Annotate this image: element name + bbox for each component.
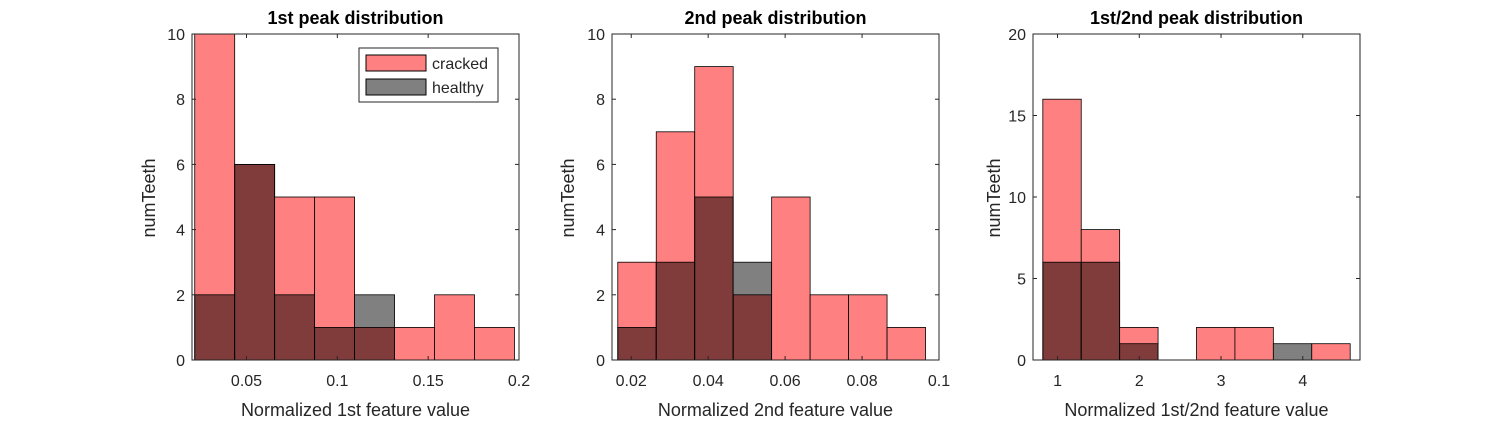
y-tick-label: 5 <box>1017 272 1026 289</box>
panel-ratio: 1st/2nd peak distribution 1 2 3 4 0 5 10 15 20 N… <box>984 8 1361 420</box>
y-tick-label: 8 <box>176 92 185 109</box>
bar-overlap <box>234 164 275 360</box>
x-tick-label: 0.05 <box>231 373 262 390</box>
x-axis-label: Normalized 1st/2nd feature value <box>1064 400 1328 420</box>
bar-cracked <box>810 294 849 360</box>
bar-healthy <box>733 262 772 295</box>
chart-title: 2nd peak distribution <box>684 8 866 28</box>
x-tick-label: 2 <box>1135 373 1144 390</box>
legend: cracked healthy <box>358 47 499 103</box>
bar-cracked <box>887 327 926 360</box>
legend-swatch-cracked <box>365 54 427 72</box>
bar-cracked <box>656 131 695 263</box>
x-tick-label: 0.06 <box>770 373 801 390</box>
bar-overlap <box>314 327 355 360</box>
y-tick-label: 4 <box>176 223 185 240</box>
y-tick-label: 2 <box>596 288 605 305</box>
bar-cracked <box>848 294 888 360</box>
bar-cracked <box>1081 229 1120 263</box>
bar-healthy <box>354 294 395 328</box>
x-tick-label: 1 <box>1053 373 1062 390</box>
bar-overlap <box>656 262 695 360</box>
bar-cracked <box>771 197 811 360</box>
x-tick-label: 0.04 <box>693 373 724 390</box>
axes-frame <box>1032 33 1361 361</box>
bar-overlap <box>733 294 772 360</box>
y-tick-label: 15 <box>1008 109 1026 126</box>
bar-overlap <box>694 197 734 360</box>
y-tick-label: 4 <box>596 223 605 240</box>
panel-1st-peak: 1st peak distribution 0.05 0.1 0.15 0.2 0 2 4 6… <box>139 8 530 420</box>
bar-cracked <box>474 327 515 360</box>
bar-cracked <box>1196 327 1235 360</box>
bar-overlap <box>194 294 235 360</box>
y-tick-label: 10 <box>1008 190 1026 207</box>
bar-cracked <box>194 34 235 295</box>
bar-cracked <box>617 262 657 328</box>
bar-cracked <box>274 197 315 295</box>
legend-label-cracked: cracked <box>432 56 488 73</box>
bar-overlap <box>1119 343 1159 360</box>
bar-overlap <box>1081 262 1120 360</box>
chart-title: 1st peak distribution <box>267 8 443 28</box>
panel-2nd-peak: 2nd peak distribution 0.02 0.04 0.06 0.08 0.… <box>558 8 950 420</box>
legend-label-healthy: healthy <box>432 80 484 97</box>
x-tick-label: 4 <box>1298 373 1307 390</box>
chart-title: 1st/2nd peak distribution <box>1090 8 1303 28</box>
bar-cracked <box>694 66 734 197</box>
x-tick-label: 0.02 <box>616 373 647 390</box>
bar-overlap <box>274 294 315 360</box>
x-tick-label: 0.08 <box>846 373 877 390</box>
bar-overlap <box>354 327 395 360</box>
bar-cracked <box>314 197 355 328</box>
y-axis-label: numTeeth <box>139 158 159 237</box>
x-tick-label: 0.1 <box>928 373 950 390</box>
bar-group <box>1042 98 1351 361</box>
x-tick-label: 0.2 <box>508 373 530 390</box>
y-tick-label: 10 <box>587 27 605 44</box>
bar-cracked <box>1311 343 1351 360</box>
y-axis-label: numTeeth <box>984 158 1004 237</box>
bar-cracked <box>434 294 475 360</box>
y-tick-label: 6 <box>596 157 605 174</box>
y-tick-label: 0 <box>1017 353 1026 370</box>
y-tick-label: 20 <box>1008 27 1026 44</box>
x-tick-label: 3 <box>1217 373 1226 390</box>
bar-cracked <box>394 327 435 360</box>
tick-group: 0.02 0.04 0.06 0.08 0.1 0 2 4 6 8 10 <box>587 27 950 390</box>
bar-cracked <box>1234 327 1274 360</box>
x-tick-label: 0.1 <box>326 373 348 390</box>
bar-cracked <box>1119 327 1159 344</box>
axes-frame <box>611 33 940 361</box>
bar-healthy <box>1273 343 1312 360</box>
y-tick-label: 8 <box>596 92 605 109</box>
bar-group <box>617 66 926 361</box>
x-axis-label: Normalized 1st feature value <box>241 400 470 420</box>
x-tick-label: 0.15 <box>413 373 444 390</box>
y-axis-label: numTeeth <box>558 158 578 237</box>
y-tick-label: 10 <box>167 27 185 44</box>
y-tick-label: 0 <box>176 353 185 370</box>
bar-cracked <box>1042 99 1082 263</box>
axes-frame <box>191 33 520 361</box>
legend-swatch-healthy <box>365 78 427 96</box>
y-tick-label: 0 <box>596 353 605 370</box>
bar-overlap <box>1042 262 1082 360</box>
x-axis-label: Normalized 2nd feature value <box>658 400 893 420</box>
tick-group: 0.05 0.1 0.15 0.2 0 2 4 6 8 10 <box>167 27 530 390</box>
bar-overlap <box>617 327 657 360</box>
y-tick-label: 2 <box>176 288 185 305</box>
y-tick-label: 6 <box>176 157 185 174</box>
